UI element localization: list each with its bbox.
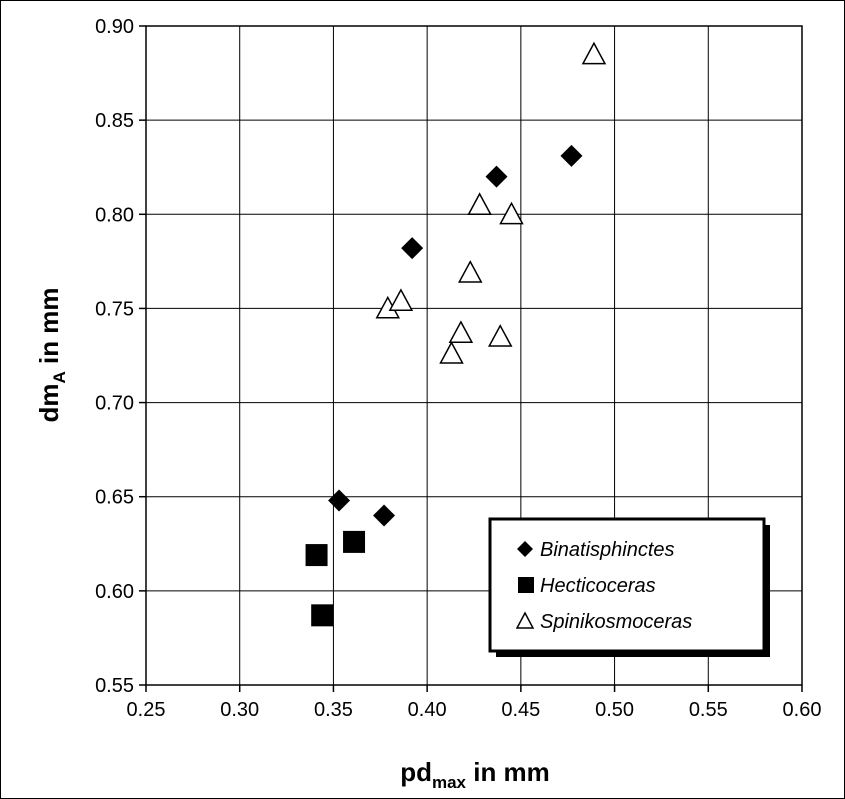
series-binatisphinctes: [328, 144, 583, 527]
spinikosmoceras-point: [499, 201, 524, 225]
binatisphinctes-point: [401, 237, 424, 260]
x-axis-ticks: 0.25 0.30 0.35 0.40 0.45 0.50 0.55 0.60: [127, 685, 822, 721]
plot-area: [145, 25, 803, 686]
binatisphinctes-point: [373, 504, 396, 527]
x-tick-label: 0.45: [501, 699, 540, 721]
legend-marker: [515, 611, 535, 629]
x-tick-label: 0.55: [689, 699, 728, 721]
binatisphinctes-point: [560, 144, 583, 167]
x-tick-label: 0.50: [595, 699, 634, 721]
y-tick-label: 0.80: [95, 204, 134, 226]
hecticoceras-point: [311, 604, 334, 627]
spinikosmoceras-point: [581, 41, 607, 65]
y-tick-label: 0.70: [95, 393, 134, 415]
spinikosmoceras-point: [448, 320, 474, 344]
legend-item-hecticoceras: Hecticoceras: [518, 575, 656, 597]
legend-marker: [517, 541, 533, 557]
legend-marker: [518, 577, 534, 593]
legend-label: Spinikosmoceras: [540, 611, 692, 633]
x-tick-label: 0.40: [408, 699, 447, 721]
hecticoceras-point: [343, 530, 366, 553]
spinikosmoceras-point: [457, 260, 483, 283]
legend-item-binatisphinctes: Binatisphinctes: [517, 539, 675, 561]
x-tick-label: 0.25: [127, 699, 166, 721]
hecticoceras-point: [305, 544, 328, 567]
legend-item-spinikosmoceras: Spinikosmoceras: [515, 611, 692, 633]
legend-label: Hecticoceras: [540, 575, 656, 597]
y-axis-title: dmA in mm: [34, 287, 69, 422]
y-tick-label: 0.75: [95, 298, 134, 320]
spinikosmoceras-point: [388, 288, 414, 311]
y-axis-ticks: 0.55 0.60 0.65 0.70 0.75 0.80 0.85 0.90: [95, 16, 146, 697]
legend-box: [488, 517, 766, 653]
spinikosmoceras-point: [487, 324, 513, 347]
series-hecticoceras: [305, 530, 366, 627]
y-tick-label: 0.55: [95, 675, 134, 697]
binatisphinctes-point: [328, 489, 351, 512]
binatisphinctes-point: [485, 165, 508, 188]
x-tick-label: 0.60: [783, 699, 822, 721]
legend: Binatisphinctes Hecticoceras Spinikosmocer…: [488, 517, 770, 657]
y-tick-label: 0.90: [95, 16, 134, 38]
x-tick-label: 0.30: [220, 699, 259, 721]
spinikosmoceras-point: [439, 341, 464, 364]
x-axis-title: pdmax in mm: [400, 757, 550, 792]
y-tick-label: 0.85: [95, 110, 134, 132]
spinikosmoceras-point: [467, 192, 492, 215]
y-tick-label: 0.65: [95, 487, 134, 509]
y-tick-label: 0.60: [95, 581, 134, 603]
legend-label: Binatisphinctes: [540, 539, 675, 561]
series-spinikosmoceras: [375, 41, 607, 364]
data-points: [305, 41, 607, 627]
x-tick-label: 0.35: [314, 699, 353, 721]
